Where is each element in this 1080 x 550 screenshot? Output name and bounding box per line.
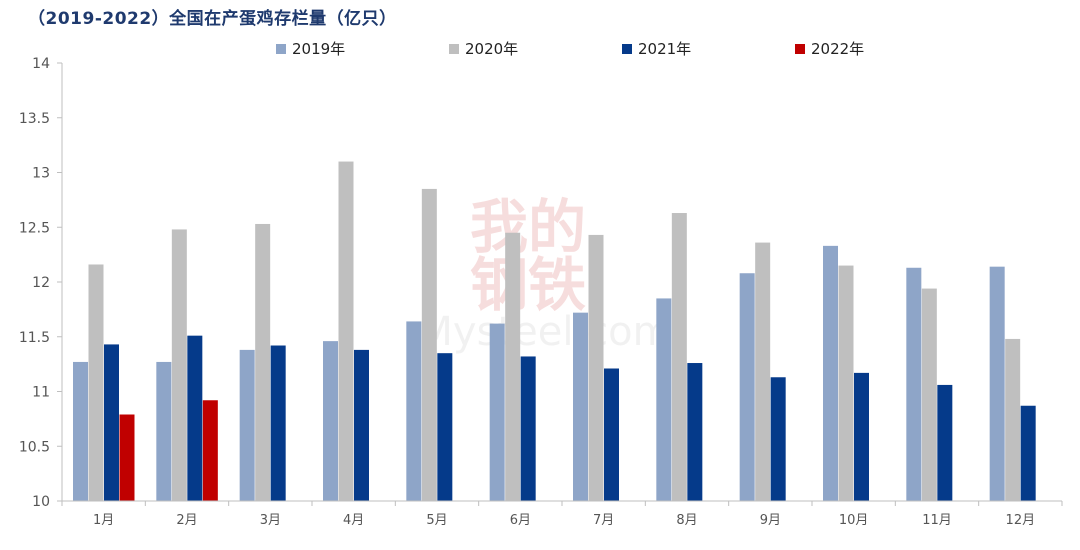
- bar-2019年-12月: [989, 266, 1005, 501]
- bar-2020年-9月: [755, 242, 771, 501]
- y-tick-label: 12: [32, 275, 50, 291]
- x-tick-label: 5月: [426, 513, 447, 528]
- legend-label-2019: 2019年: [292, 40, 346, 58]
- x-tick-label: 10月: [839, 513, 869, 528]
- bar-2021年-10月: [854, 372, 869, 501]
- bar-2021年-9月: [770, 377, 786, 501]
- bar-2019年-7月: [573, 312, 588, 501]
- watermark-line2: 钢铁: [470, 251, 586, 319]
- chart-title: （2019-2022）全国在产蛋鸡存栏量（亿只）: [28, 9, 397, 29]
- bar-2021年-7月: [604, 368, 619, 501]
- legend-swatch-2020: [449, 43, 459, 54]
- watermark-line1: 我的: [470, 193, 586, 261]
- bar-2020年-3月: [255, 223, 271, 501]
- bar-2020年-6月: [505, 232, 521, 502]
- legend-item-2020: 2020年: [449, 38, 518, 59]
- bar-2020年-11月: [921, 288, 937, 501]
- bar-2019年-8月: [656, 298, 672, 501]
- bar-2021年-11月: [937, 384, 953, 501]
- bar-2021年-2月: [187, 335, 203, 501]
- bar-2019年-5月: [406, 321, 422, 501]
- bar-2021年-12月: [1020, 405, 1036, 501]
- x-tick-label: 3月: [260, 513, 281, 528]
- bar-2020年-4月: [338, 161, 354, 502]
- bar-2020年-2月: [171, 229, 187, 501]
- bar-2022年-1月: [119, 414, 135, 501]
- bar-2019年-3月: [239, 349, 255, 501]
- x-tick-label: 4月: [343, 513, 364, 528]
- bar-2021年-5月: [437, 353, 453, 501]
- watermark: 我的 钢铁 Mysteel.com: [418, 193, 671, 355]
- bar-2019年-1月: [73, 361, 88, 501]
- chart-legend: 2019年 2020年 2021年 2022年: [0, 38, 1080, 60]
- axes-group: 10 10.5 11 11.5 12 12.5 13 13.5 14 1月 2月 3月 4月 5月 6月 7月…: [19, 56, 1063, 528]
- bar-2019年-2月: [156, 361, 172, 501]
- bar-2019年-10月: [823, 245, 838, 501]
- bar-2022年-2月: [202, 400, 218, 501]
- bar-2019年-9月: [739, 273, 755, 501]
- bar-2021年-3月: [270, 345, 286, 501]
- y-tick-label: 11: [32, 385, 50, 401]
- bar-2020年-7月: [588, 234, 604, 502]
- x-tick-label: 7月: [593, 513, 614, 528]
- x-tick-label: 2月: [176, 513, 197, 528]
- y-tick-label: 13.5: [19, 111, 50, 127]
- y-tick-label: 10: [32, 494, 50, 510]
- x-tick-label: 9月: [760, 513, 781, 528]
- legend-label-2022: 2022年: [811, 40, 865, 58]
- y-tick-label: 13: [32, 166, 50, 182]
- bar-2021年-6月: [520, 356, 536, 501]
- bar-2020年-8月: [671, 213, 687, 501]
- bar-2019年-4月: [323, 341, 338, 501]
- x-tick-label: 11月: [922, 513, 952, 528]
- bar-2020年-5月: [421, 188, 437, 501]
- legend-item-2022: 2022年: [795, 38, 864, 59]
- legend-label-2020: 2020年: [465, 40, 519, 58]
- watermark-line3: Mysteel.com: [418, 309, 671, 355]
- x-tick-label: 6月: [510, 513, 531, 528]
- y-tick-label: 10.5: [19, 439, 50, 455]
- x-tick-label: 8月: [676, 513, 697, 528]
- bar-2021年-8月: [687, 363, 703, 501]
- legend-swatch-2021: [622, 43, 632, 54]
- legend-label-2021: 2021年: [638, 40, 692, 58]
- legend-item-2021: 2021年: [622, 38, 691, 59]
- bar-2020年-1月: [88, 264, 104, 501]
- bar-2020年-10月: [838, 265, 854, 501]
- bars-group: [73, 161, 1036, 502]
- bar-2021年-4月: [354, 349, 369, 501]
- bar-2021年-1月: [104, 344, 119, 501]
- y-tick-label: 12.5: [19, 220, 50, 236]
- x-tick-label: 12月: [1006, 513, 1036, 528]
- bar-2020年-12月: [1005, 338, 1021, 501]
- x-tick-label: 1月: [93, 513, 114, 528]
- bar-2019年-6月: [489, 323, 505, 501]
- legend-swatch-2019: [276, 43, 286, 54]
- legend-swatch-2022: [795, 43, 805, 54]
- y-tick-label: 11.5: [19, 330, 50, 346]
- y-tick-label: 14: [32, 56, 50, 72]
- legend-item-2019: 2019年: [276, 38, 345, 59]
- bar-2019年-11月: [906, 267, 922, 501]
